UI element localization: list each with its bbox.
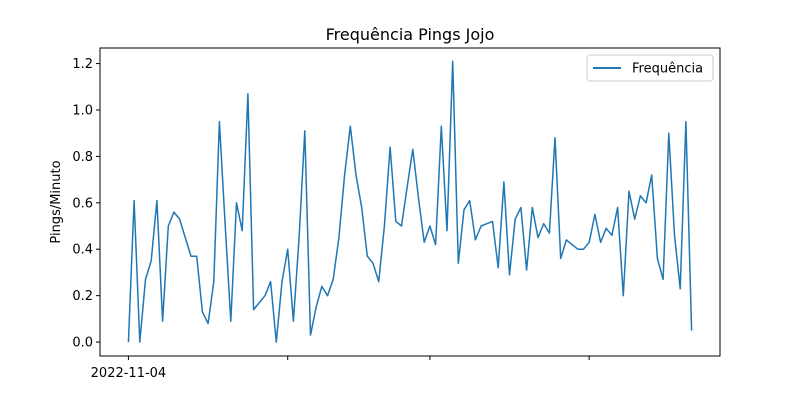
y-tick-label: 0.4 xyxy=(72,243,93,258)
series-line-0 xyxy=(127,60,693,343)
y-tick-label: 0.2 xyxy=(72,289,93,304)
y-tick-label: 1.2 xyxy=(72,57,93,72)
legend-box xyxy=(586,54,714,82)
plot-frame xyxy=(99,47,721,357)
y-tick-label: 0.8 xyxy=(72,150,93,165)
y-tick-label: 0.0 xyxy=(72,336,93,351)
x-axis: 2022-11-04 xyxy=(91,356,590,381)
y-axis: 0.0 0.2 0.4 0.6 0.8 1.0 1.2 xyxy=(72,57,100,351)
plot-area xyxy=(127,60,693,343)
legend: Frequência xyxy=(586,54,714,82)
y-tick-label: 0.6 xyxy=(72,196,93,211)
y-axis-label: Pings/Minuto xyxy=(49,160,64,243)
x-tick-label: 2022-11-04 xyxy=(91,366,167,381)
legend-entry-frequencia: Frequência xyxy=(632,62,703,77)
y-tick-label: 1.0 xyxy=(72,103,93,118)
chart-title: Frequência Pings Jojo xyxy=(326,25,495,44)
